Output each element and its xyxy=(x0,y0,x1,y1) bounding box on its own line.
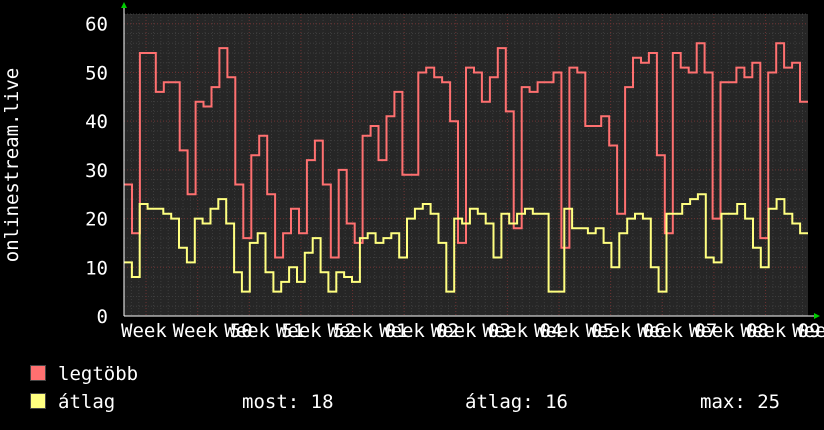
y-axis-label: onlinestream.live xyxy=(1,68,23,262)
stat-max-label: max: xyxy=(700,391,746,413)
x-tick-label: Week 50 xyxy=(173,320,253,342)
stat-most-value: 18 xyxy=(310,391,334,413)
stat-most: most: 18 xyxy=(242,391,334,413)
x-tick-label: Week 51 xyxy=(224,320,304,342)
x-tick-label: Week 08 xyxy=(689,320,769,342)
y-tick-label: 10 xyxy=(85,257,108,279)
x-tick-label: Week 04 xyxy=(482,320,562,342)
x-axis-arrow-icon xyxy=(814,313,820,319)
y-tick-label: 50 xyxy=(85,62,108,84)
y-tick-labels: 0 10 20 30 40 50 60 xyxy=(85,14,108,328)
y-tick-label: 60 xyxy=(85,14,108,36)
x-tick-label: Week 05 xyxy=(534,320,614,342)
legend-item-legtobb: legtöbb xyxy=(30,363,138,385)
x-tick-label: Week xyxy=(121,320,167,342)
x-tick-label: Week 01 xyxy=(327,320,407,342)
stat-atlag-label: átlag: xyxy=(465,391,534,413)
x-tick-label: Week 06 xyxy=(586,320,666,342)
y-tick-label: 20 xyxy=(85,209,108,231)
stat-most-label: most: xyxy=(242,391,300,413)
y-tick-label: 30 xyxy=(85,160,108,182)
x-tick-label: Week 1 xyxy=(792,320,824,342)
x-tick-label: Week 03 xyxy=(431,320,511,342)
x-tick-label: Week 07 xyxy=(637,320,717,342)
axes xyxy=(121,2,820,319)
stat-max-value: 25 xyxy=(757,391,781,413)
legend-item-atlag: átlag xyxy=(30,391,115,413)
stat-atlag: átlag: 16 xyxy=(465,391,568,413)
x-tick-label: Week 02 xyxy=(379,320,459,342)
stat-atlag-value: 16 xyxy=(545,391,568,413)
legend-swatch-legtobb xyxy=(30,365,46,381)
series-layer xyxy=(124,42,808,293)
series-line-atlag xyxy=(124,193,808,293)
x-tick-label: Week 09 xyxy=(740,320,820,342)
stat-max: max: 25 xyxy=(700,391,780,413)
y-axis-arrow-icon xyxy=(121,2,127,8)
series-line-legtobb xyxy=(124,42,808,259)
x-tick-label: Week 52 xyxy=(276,320,356,342)
legend-label-atlag: átlag xyxy=(58,391,116,413)
y-tick-label: 40 xyxy=(85,111,108,133)
legend-swatch-atlag xyxy=(30,393,46,409)
legend-label-legtobb: legtöbb xyxy=(58,363,139,385)
y-tick-label: 0 xyxy=(97,306,108,328)
major-grid xyxy=(124,14,808,317)
